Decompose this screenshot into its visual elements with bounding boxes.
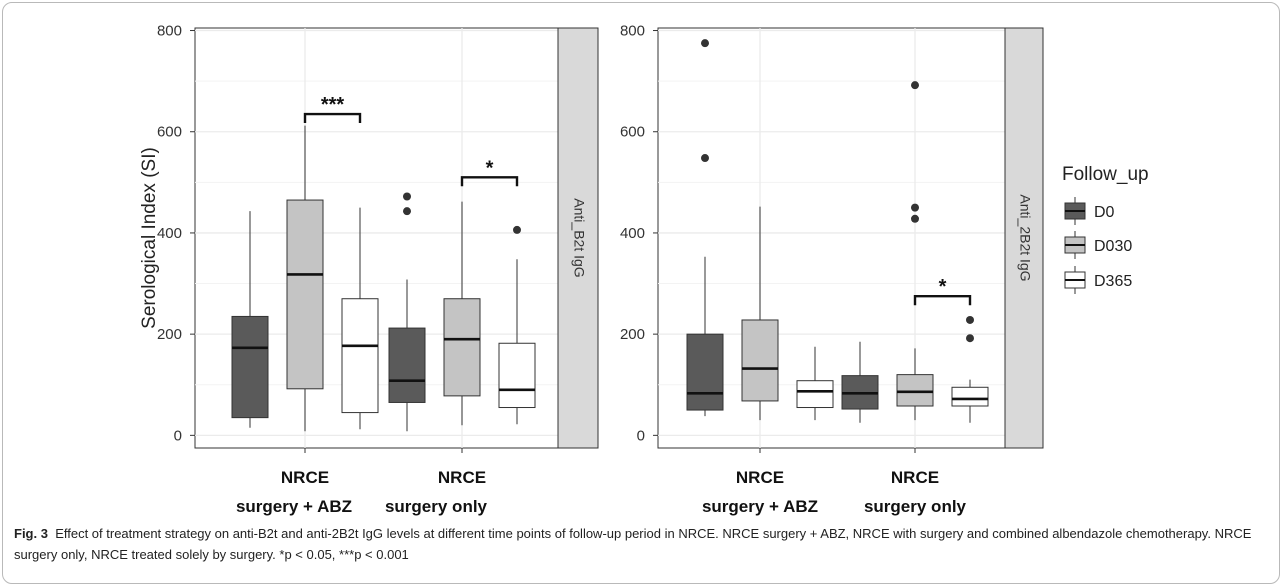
x-tick-label-line2: surgery only <box>864 497 967 516</box>
facet-strip <box>557 27 599 449</box>
significance-label: *** <box>321 94 345 116</box>
box-body <box>741 319 779 402</box>
y-tick-label: 0 <box>637 427 645 444</box>
box-D0-cat1 <box>388 192 426 432</box>
x-tick-label-line1: NRCE <box>891 468 939 487</box>
box-D030-cat0 <box>741 206 779 421</box>
box-D030-cat0 <box>286 125 324 432</box>
facet-strip <box>1004 27 1044 449</box>
legend-title: Follow_up <box>1062 164 1149 185</box>
box-D0-cat1 <box>841 341 879 423</box>
legend: Follow_up D0 D030 D365 <box>1062 164 1149 294</box>
outlier-point <box>911 81 919 90</box>
y-tick-label: 400 <box>157 225 182 242</box>
panel-anti-2b2t: 0 200 400 600 800 * Anti_2B2t IgG NRCE surgery +… <box>620 23 1044 516</box>
y-tick-label: 200 <box>620 326 645 343</box>
box-D0-cat0 <box>686 39 724 417</box>
significance-label: * <box>486 157 494 179</box>
y-tick-label: 800 <box>157 23 182 40</box>
significance-bracket <box>460 176 519 187</box>
facet-strip-label: Anti_2B2t IgG <box>1017 194 1033 281</box>
facet-strip-label: Anti_B2t IgG <box>571 198 587 277</box>
outlier-point <box>701 39 709 48</box>
legend-item-D365: D365 <box>1064 266 1132 294</box>
box-D030-cat1 <box>443 201 481 426</box>
box-D030-cat1 <box>896 81 934 421</box>
outlier-point <box>911 203 919 212</box>
box-D365-cat1 <box>951 315 989 423</box>
legend-item-D030: D030 <box>1064 231 1132 259</box>
box-D0-cat0 <box>231 211 269 428</box>
box-body <box>341 298 379 414</box>
outlier-point <box>403 207 411 216</box>
legend-item-D0: D0 <box>1064 197 1115 225</box>
box-body <box>951 386 989 407</box>
x-tick-label-line1: NRCE <box>736 468 784 487</box>
caption-fig-label: Fig. 3 <box>14 526 48 541</box>
y-tick-label: 600 <box>157 124 182 141</box>
box-D365-cat0 <box>796 346 834 421</box>
legend-label: D365 <box>1094 273 1132 290</box>
box-body <box>896 374 934 407</box>
box-body <box>498 342 536 409</box>
significance-bracket <box>913 294 972 306</box>
y-axis-label: Serological Index (SI) <box>139 147 160 329</box>
box-body <box>796 380 834 409</box>
y-tick-label: 200 <box>157 326 182 343</box>
outlier-point <box>966 334 974 343</box>
x-tick-label-line2: surgery only <box>385 497 488 516</box>
caption-text: Effect of treatment strategy on anti-B2t… <box>14 526 1252 562</box>
figure-caption: Fig. 3 Effect of treatment strategy on a… <box>14 523 1276 565</box>
outlier-point <box>513 225 521 234</box>
outlier-point <box>966 315 974 324</box>
box-body <box>388 327 426 403</box>
x-tick-label-line1: NRCE <box>281 468 329 487</box>
box-body <box>231 315 269 419</box>
x-tick-label-line2: surgery + ABZ <box>702 497 818 516</box>
y-tick-label: 600 <box>620 124 645 141</box>
x-tick-label-line1: NRCE <box>438 468 486 487</box>
y-tick-label: 800 <box>620 23 645 40</box>
outlier-point <box>403 192 411 201</box>
legend-label: D030 <box>1094 238 1132 255</box>
y-tick-label: 0 <box>174 427 182 444</box>
box-body <box>286 199 324 390</box>
box-body <box>443 298 481 397</box>
outlier-point <box>701 154 709 163</box>
significance-bracket <box>303 112 362 124</box>
legend-label: D0 <box>1094 204 1115 221</box>
y-tick-label: 400 <box>620 225 645 242</box>
box-body <box>686 333 724 411</box>
significance-label: * <box>939 276 947 298</box>
outlier-point <box>911 214 919 223</box>
x-tick-label-line2: surgery + ABZ <box>236 497 352 516</box>
box-D365-cat1 <box>498 225 536 425</box>
box-D365-cat0 <box>341 207 379 430</box>
